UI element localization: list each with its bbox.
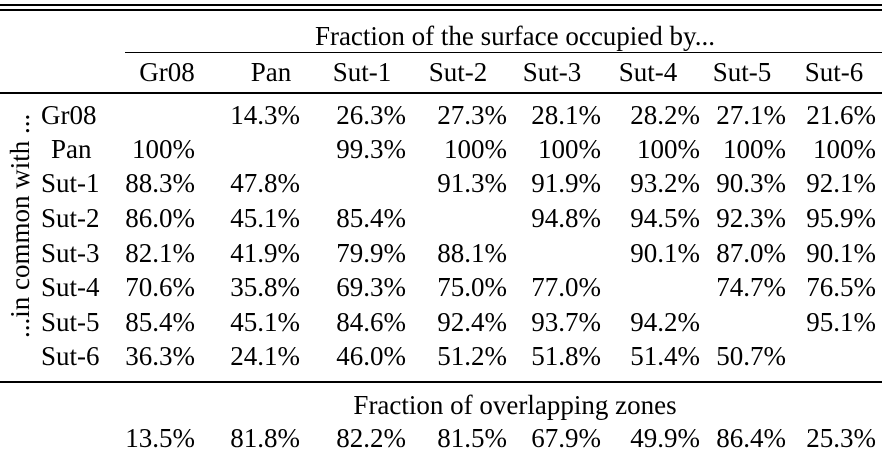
table-cell: 88.3% (125, 168, 195, 198)
table-cell: 95.9% (806, 203, 876, 233)
table-cell: 51.4% (630, 341, 700, 371)
table-cell: 76.5% (806, 272, 876, 302)
table-cell: 84.6% (336, 307, 406, 337)
table-cell: 28.2% (630, 100, 700, 130)
header-rule (0, 92, 882, 94)
top-rule (0, 4, 882, 6)
table-cell: 90.3% (716, 168, 786, 198)
table-cell: 51.2% (437, 341, 507, 371)
table-cell: 94.2% (630, 307, 700, 337)
table-cell: 100% (637, 134, 700, 164)
table-cell: 100% (444, 134, 507, 164)
table-cell: 88.1% (437, 238, 507, 268)
column-header: Sut-3 (522, 57, 582, 87)
table-cell: 26.3% (336, 100, 406, 130)
row-label: Sut-3 (41, 238, 100, 268)
spanner-underline (125, 52, 882, 53)
column-header: Sut-6 (804, 57, 864, 87)
row-label: Sut-4 (41, 272, 100, 302)
table-cell: 41.9% (230, 238, 300, 268)
row-label: Sut-6 (41, 341, 100, 371)
table-cell: 28.1% (531, 100, 601, 130)
table-cell: 14.3% (230, 100, 300, 130)
row-label: Sut-2 (41, 203, 100, 233)
table-cell: 51.8% (531, 341, 601, 371)
table-cell: 100% (813, 134, 876, 164)
table-cell: 45.1% (230, 203, 300, 233)
column-header: Pan (250, 57, 292, 87)
table-cell: 82.1% (125, 238, 195, 268)
section-rule (0, 381, 882, 383)
column-header: Sut-1 (332, 57, 392, 87)
table-cell: 35.8% (230, 272, 300, 302)
table-cell: 100% (132, 134, 195, 164)
table-cell: 27.1% (716, 100, 786, 130)
overlap-cell: 67.9% (531, 423, 601, 453)
table-cell: 79.9% (336, 238, 406, 268)
top-rule-inner (0, 9, 882, 11)
table-cell: 94.5% (630, 203, 700, 233)
table-cell: 100% (538, 134, 601, 164)
spanner-heading: Fraction of the surface occupied by... (314, 21, 716, 51)
table-cell: 91.3% (437, 168, 507, 198)
table-cell: 74.7% (716, 272, 786, 302)
table-cell: 36.3% (125, 341, 195, 371)
table-cell: 75.0% (437, 272, 507, 302)
overlap-cell: 81.8% (230, 423, 300, 453)
table-cell: 92.4% (437, 307, 507, 337)
overlap-cell: 25.3% (806, 423, 876, 453)
table-cell: 77.0% (531, 272, 601, 302)
table-cell: 91.9% (531, 168, 601, 198)
table-cell: 99.3% (336, 134, 406, 164)
table-cell: 93.7% (531, 307, 601, 337)
table-cell: 27.3% (437, 100, 507, 130)
column-header: Sut-4 (618, 57, 678, 87)
row-label: Sut-5 (41, 307, 100, 337)
table-cell: 47.8% (230, 168, 300, 198)
table-cell: 50.7% (716, 341, 786, 371)
row-label: Gr08 (41, 100, 97, 130)
table-cell: 87.0% (716, 238, 786, 268)
side-label: ...in common with ... (5, 113, 35, 338)
table-cell: 85.4% (336, 203, 406, 233)
row-label: Pan (51, 134, 92, 164)
table-cell: 86.0% (125, 203, 195, 233)
table-cell: 92.3% (716, 203, 786, 233)
column-header: Sut-2 (428, 57, 488, 87)
column-header: Sut-5 (712, 57, 772, 87)
overlap-heading: Fraction of overlapping zones (353, 390, 677, 420)
table-cell: 90.1% (630, 238, 700, 268)
table-cell: 24.1% (230, 341, 300, 371)
table-cell: 45.1% (230, 307, 300, 337)
column-header: Gr08 (139, 57, 195, 87)
table-cell: 46.0% (336, 341, 406, 371)
row-label: Sut-1 (41, 168, 100, 198)
table-cell: 85.4% (125, 307, 195, 337)
overlap-cell: 49.9% (630, 423, 700, 453)
table-cell: 69.3% (336, 272, 406, 302)
table-cell: 70.6% (125, 272, 195, 302)
table-cell: 92.1% (806, 168, 876, 198)
table-cell: 90.1% (806, 238, 876, 268)
table-cell: 94.8% (531, 203, 601, 233)
overlap-cell: 81.5% (437, 423, 507, 453)
overlap-cell: 86.4% (716, 423, 786, 453)
table-cell: 95.1% (806, 307, 876, 337)
table-cell: 21.6% (806, 100, 876, 130)
overlap-cell: 13.5% (125, 423, 195, 453)
overlap-cell: 82.2% (336, 423, 406, 453)
table-cell: 93.2% (630, 168, 700, 198)
table-cell: 100% (723, 134, 786, 164)
